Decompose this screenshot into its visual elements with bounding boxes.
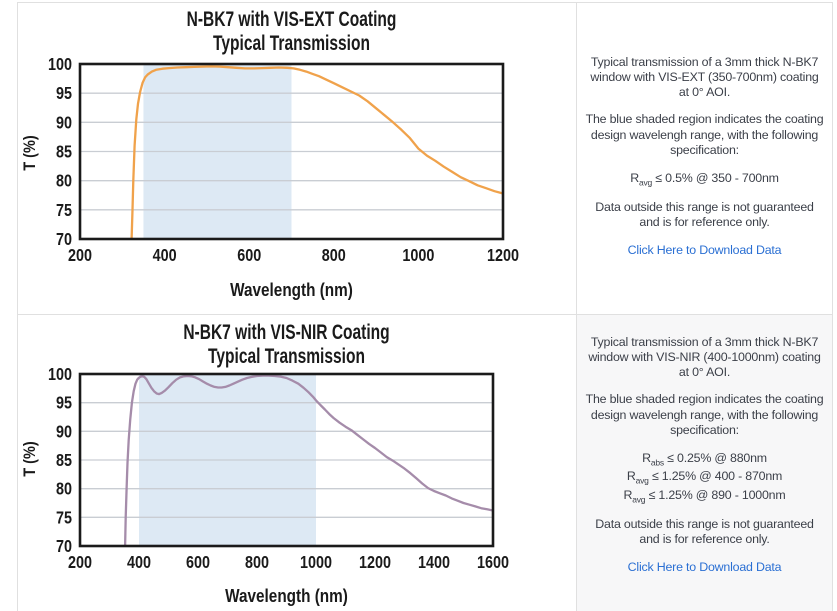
reference-note: Data outside this range is not guarantee… — [595, 517, 814, 547]
svg-text:400: 400 — [153, 246, 177, 266]
spec-line: Ravg ≤ 1.25% @ 890 - 1000nm — [585, 487, 824, 506]
svg-text:70: 70 — [56, 230, 72, 250]
spec-line: Ravg ≤ 1.25% @ 400 - 870nm — [585, 468, 824, 487]
x-axis-label: Wavelength (nm) — [230, 280, 353, 300]
spec-symbol: R — [630, 170, 639, 185]
svg-text:200: 200 — [68, 246, 92, 266]
shaded-region-note: The blue shaded region indicates the coa… — [585, 392, 824, 437]
spec-symbol: R — [626, 469, 636, 484]
download-data-link[interactable]: Click Here to Download Data — [627, 559, 782, 574]
chart-title-line1: N-BK7 with VIS-EXT Coating — [186, 8, 397, 31]
svg-text:600: 600 — [237, 246, 261, 266]
spec-subscript: avg — [638, 177, 653, 188]
svg-text:600: 600 — [186, 553, 210, 573]
spec-line: Ravg ≤ 0.5% @ 350 - 700nm — [585, 170, 824, 189]
svg-text:70: 70 — [56, 537, 72, 557]
svg-text:75: 75 — [56, 200, 72, 220]
chart-panel-vis-ext: N-BK7 with VIS-EXT Coating Typical Trans… — [18, 3, 577, 315]
chart-title-line2: Typical Transmission — [208, 344, 365, 368]
chart-title: N-BK7 with VIS-EXT Coating Typical Trans… — [135, 8, 448, 55]
svg-text:85: 85 — [56, 142, 72, 162]
spec-subscript: avg — [635, 475, 649, 486]
spec-line: Rabs ≤ 0.25% @ 880nm — [585, 450, 824, 469]
spec-value: ≤ 1.25% @ 890 - 1000nm — [645, 487, 786, 502]
svg-text:95: 95 — [56, 84, 72, 104]
svg-text:1000: 1000 — [402, 246, 434, 266]
chart-title: N-BK7 with VIS-NIR Coating Typical Trans… — [134, 321, 440, 368]
svg-text:100: 100 — [48, 365, 72, 385]
spec-value: ≤ 0.5% @ 350 - 700nm — [652, 170, 779, 185]
svg-text:75: 75 — [56, 508, 72, 528]
chart-title-line1: N-BK7 with VIS-NIR Coating — [183, 321, 390, 344]
spec-value: ≤ 0.25% @ 880nm — [663, 450, 767, 465]
coating-description: Typical transmission of a 3mm thick N-BK… — [590, 55, 819, 100]
spec-value: ≤ 1.25% @ 400 - 870nm — [648, 469, 783, 484]
svg-text:85: 85 — [56, 451, 72, 471]
content-grid: N-BK7 with VIS-EXT Coating Typical Trans… — [17, 2, 833, 611]
svg-text:200: 200 — [68, 553, 92, 573]
svg-text:1200: 1200 — [359, 553, 391, 573]
spec-symbol: R — [623, 487, 633, 502]
shaded-region-note: The blue shaded region indicates the coa… — [585, 112, 824, 157]
svg-text:1400: 1400 — [418, 553, 450, 573]
spec-subscript: abs — [650, 457, 664, 468]
info-panel-vis-ext: Typical transmission of a 3mm thick N-BK… — [577, 3, 832, 315]
transmission-plot-vis-nir: 70 75 80 85 90 95 100 200 400 600 800 1000 1200 1400 1… — [48, 365, 509, 573]
info-panel-vis-nir: Typical transmission of a 3mm thick N-BK… — [577, 315, 832, 611]
svg-text:1000: 1000 — [300, 553, 332, 573]
svg-text:95: 95 — [56, 393, 72, 413]
reference-note: Data outside this range is not guarantee… — [595, 200, 814, 230]
svg-text:90: 90 — [56, 113, 72, 133]
svg-text:400: 400 — [127, 553, 151, 573]
download-data-link[interactable]: Click Here to Download Data — [627, 242, 782, 257]
spec-subscript: avg — [632, 494, 646, 505]
coating-description: Typical transmission of a 3mm thick N-BK… — [588, 335, 821, 380]
svg-text:1600: 1600 — [477, 553, 509, 573]
svg-text:90: 90 — [56, 422, 72, 442]
transmission-plot-vis-ext: 70 75 80 85 90 95 100 200 400 600 800 1000 1200 — [48, 55, 519, 266]
svg-text:1200: 1200 — [487, 246, 519, 266]
x-axis-label: Wavelength (nm) — [225, 586, 348, 606]
chart-panel-vis-nir: N-BK7 with VIS-NIR Coating Typical Trans… — [18, 315, 577, 611]
svg-text:800: 800 — [322, 246, 346, 266]
chart-title-line2: Typical Transmission — [213, 31, 370, 55]
spec-symbol: R — [642, 450, 651, 465]
svg-text:100: 100 — [48, 55, 72, 75]
svg-text:800: 800 — [245, 553, 269, 573]
svg-text:80: 80 — [56, 479, 72, 499]
svg-text:80: 80 — [56, 171, 72, 191]
